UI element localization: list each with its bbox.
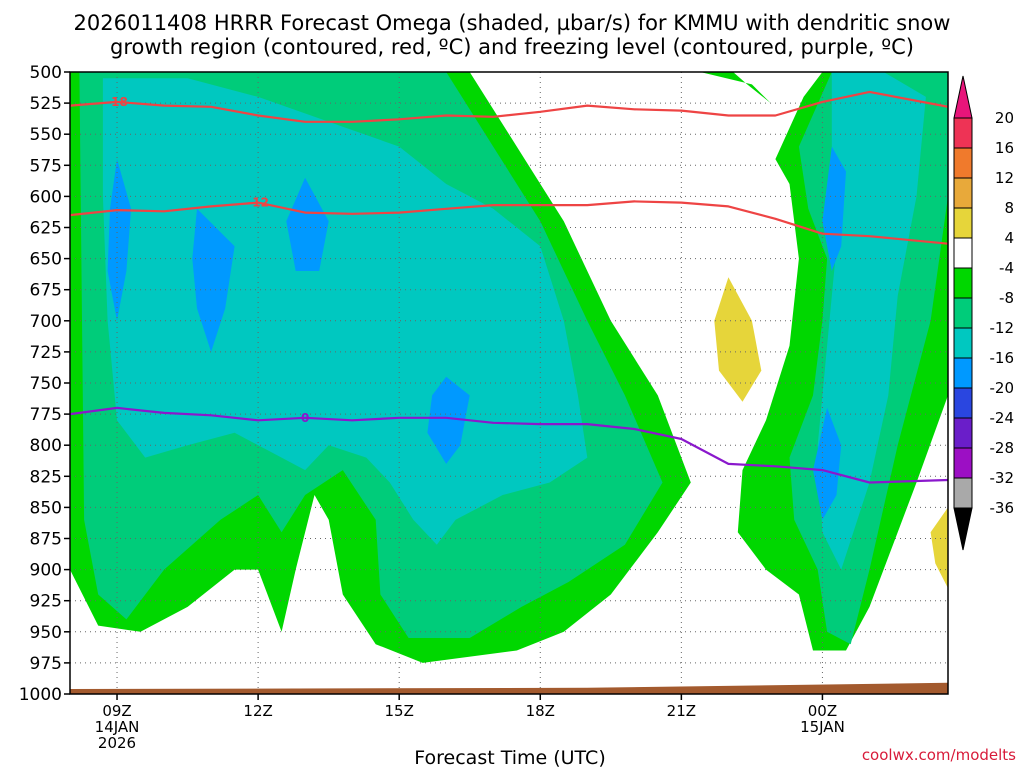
- omega-shading: [70, 72, 948, 663]
- y-tick-label-525: 525: [30, 94, 62, 114]
- y-tick-label-725: 725: [30, 343, 62, 363]
- colorbar-band-5: [953, 267, 973, 299]
- x-tick-label-9-2: 2026: [98, 734, 136, 752]
- y-axis: 500 525 550 575 600 625 650 675 700 725 750 775 800 8…: [19, 63, 70, 705]
- x-tick-label-9-1: 14JAN: [95, 718, 140, 736]
- colorbar-band-7: [953, 327, 973, 359]
- colorbar-label-3: 8: [1004, 199, 1014, 217]
- colorbar-band-6: [953, 297, 973, 329]
- colorbar-label-1: 16: [995, 139, 1014, 157]
- colorbar-band-9: [953, 387, 973, 419]
- y-tick-label-850: 850: [30, 498, 62, 518]
- y-tick-label-675: 675: [30, 281, 62, 301]
- colorbar-label-12: -32: [990, 469, 1015, 487]
- colorbar-label-11: -28: [990, 439, 1015, 457]
- y-tick-label-825: 825: [30, 467, 62, 487]
- y-tick-label-625: 625: [30, 219, 62, 239]
- contour-line-0: [70, 90, 948, 123]
- terrain-fill: [70, 682, 948, 694]
- colorbar-label-6: -8: [999, 289, 1014, 307]
- omega-region-m16-8: [192, 208, 235, 352]
- omega-region-m16-7: [107, 159, 132, 321]
- colorbar-label-8: -16: [990, 349, 1015, 367]
- y-tick-label-925: 925: [30, 592, 62, 612]
- y-tick-label-500: 500: [30, 63, 62, 83]
- y-tick-label-775: 775: [30, 405, 62, 425]
- y-tick-label-550: 550: [30, 125, 62, 145]
- y-tick-label-750: 750: [30, 374, 62, 394]
- omega-region-p4-14: [930, 507, 948, 589]
- chart-title-line-1: 2026011408 HRRR Forecast Omega (shaded, …: [74, 11, 951, 35]
- contour-line-1: [70, 200, 948, 245]
- omega-region-m12-5: [102, 78, 588, 545]
- x-tick-label-15-0: 15Z: [385, 702, 414, 720]
- colorbar-label-0: 20: [995, 109, 1014, 127]
- contour-label-0: -18: [106, 95, 128, 109]
- colorbar-label-5: -4: [999, 259, 1014, 277]
- x-tick-label-24-0: 00Z: [808, 702, 837, 720]
- x-tick-label-12-0: 12Z: [243, 702, 272, 720]
- colorbar-label-2: 12: [995, 169, 1014, 187]
- y-tick-label-875: 875: [30, 530, 62, 550]
- plot-area: -18 -12 0: [70, 72, 948, 694]
- x-tick-label-21-0: 21Z: [667, 702, 696, 720]
- x-tick-label-24-1: 15JAN: [800, 718, 845, 736]
- plot-grid: [70, 72, 948, 694]
- colorbar-band-3: [953, 207, 973, 239]
- colorbar-band-11: [953, 447, 973, 479]
- x-tick-label-18-0: 18Z: [526, 702, 555, 720]
- contour-label-2: 0: [301, 411, 309, 425]
- colorbar-band-10: [953, 417, 973, 449]
- omega-region-m16-9: [286, 177, 329, 271]
- y-tick-label-700: 700: [30, 312, 62, 332]
- terrain: [70, 682, 948, 694]
- colorbar-label-13: -36: [990, 499, 1015, 517]
- omega-region-m16-11: [822, 146, 846, 271]
- y-tick-label-800: 800: [30, 436, 62, 456]
- x-axis-label: Forecast Time (UTC): [414, 747, 605, 768]
- contour-label-1: -12: [247, 196, 269, 210]
- contour-line-2: [70, 406, 948, 484]
- colorbar-label-7: -12: [990, 319, 1015, 337]
- colorbar-band-4: [953, 237, 973, 269]
- chart-title-line-2: growth region (contoured, red, ºC) and f…: [110, 35, 914, 59]
- omega-region-m12-6: [817, 72, 926, 570]
- temperature-contours: -18 -12 0: [70, 90, 948, 484]
- colorbar-band-8: [953, 357, 973, 389]
- colorbar-band-0: [953, 117, 973, 149]
- omega-region-m16-10: [427, 376, 470, 464]
- y-tick-label-1000: 1000: [19, 685, 62, 705]
- omega-region-p4-13: [714, 277, 762, 402]
- colorbar-band-12: [953, 477, 973, 509]
- colorbar: 20 16 12 8 4 -4 -8 -12 -16 -20 -24 -28 -32 -36: [953, 75, 1015, 551]
- colorbar-band-2: [953, 177, 973, 209]
- colorbar-bottom-arrow: [953, 507, 973, 551]
- source-credit: coolwx.com/modelts: [862, 746, 1016, 764]
- colorbar-top-arrow: [953, 75, 973, 119]
- y-tick-label-900: 900: [30, 561, 62, 581]
- y-tick-label-975: 975: [30, 654, 62, 674]
- colorbar-label-10: -24: [990, 409, 1015, 427]
- omega-region-m4-2: [700, 72, 771, 104]
- x-tick-label-9-0: 09Z: [102, 702, 131, 720]
- y-tick-label-575: 575: [30, 156, 62, 176]
- colorbar-band-1: [953, 147, 973, 179]
- y-tick-label-950: 950: [30, 623, 62, 643]
- omega-region-m16-12: [813, 407, 842, 520]
- colorbar-label-4: 4: [1004, 229, 1014, 247]
- y-tick-label-600: 600: [30, 187, 62, 207]
- y-tick-label-650: 650: [30, 250, 62, 270]
- colorbar-label-9: -20: [990, 379, 1015, 397]
